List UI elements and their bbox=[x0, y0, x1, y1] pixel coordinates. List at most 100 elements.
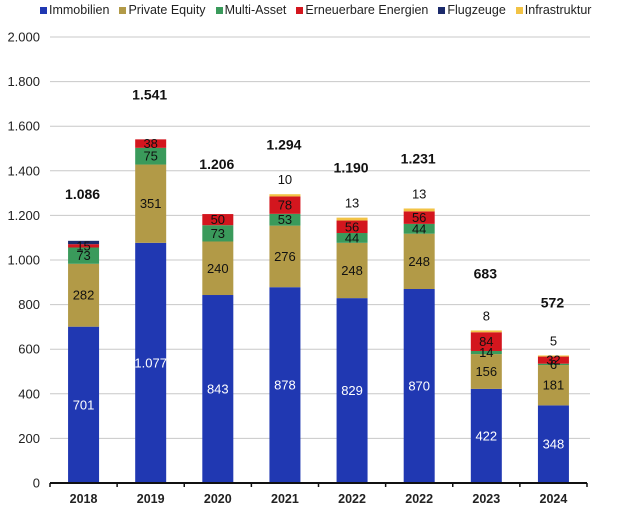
bar-segment bbox=[336, 233, 368, 243]
legend-item: Private Equity bbox=[119, 3, 206, 17]
x-tick-label: 2024 bbox=[540, 492, 568, 506]
legend-label: Infrastruktur bbox=[524, 3, 592, 17]
bar-segment bbox=[336, 217, 368, 221]
legend-label: Erneuerbare Energien bbox=[305, 3, 429, 17]
data-label: 701 bbox=[73, 397, 95, 412]
y-tick-label: 0 bbox=[33, 476, 40, 491]
bar-segment bbox=[202, 295, 234, 483]
legend-swatch bbox=[296, 6, 304, 14]
total-label: 1.206 bbox=[199, 156, 234, 172]
legend-swatch bbox=[515, 6, 523, 14]
y-tick-label: 1.000 bbox=[7, 253, 40, 268]
bar-segment bbox=[336, 242, 368, 299]
data-label: 348 bbox=[543, 437, 565, 452]
legend-swatch bbox=[40, 6, 47, 14]
data-label: 56 bbox=[345, 219, 359, 234]
data-label: 829 bbox=[341, 383, 363, 398]
bar-segment bbox=[403, 223, 435, 234]
data-label: 15 bbox=[76, 238, 90, 253]
y-tick-label: 1.200 bbox=[7, 208, 40, 223]
data-label: 156 bbox=[475, 364, 497, 379]
data-label: 78 bbox=[278, 198, 292, 213]
bar-segment bbox=[202, 214, 234, 226]
bar-segment bbox=[202, 241, 234, 296]
data-label: 13 bbox=[412, 186, 426, 201]
data-label: 73 bbox=[211, 226, 225, 241]
total-label: 1.231 bbox=[401, 150, 436, 166]
data-label: 422 bbox=[475, 428, 497, 443]
legend-label: Immobilien bbox=[49, 3, 110, 17]
data-label: 248 bbox=[408, 254, 430, 269]
bar-segment bbox=[470, 388, 502, 483]
legend-label: Flugzeuge bbox=[447, 3, 506, 17]
y-tick-label: 1.800 bbox=[7, 74, 40, 89]
x-tick-label: 2021 bbox=[271, 492, 299, 506]
data-label: 1.077 bbox=[134, 355, 167, 370]
bar-segment bbox=[403, 288, 435, 483]
y-tick-label: 400 bbox=[18, 386, 40, 401]
total-label: 683 bbox=[474, 266, 498, 282]
legend-item: Immobilien bbox=[40, 3, 109, 17]
legend-item: Infrastruktur bbox=[515, 3, 592, 17]
bar-segment bbox=[135, 164, 167, 243]
y-tick-label: 1.600 bbox=[7, 119, 40, 134]
data-label: 84 bbox=[479, 334, 493, 349]
bar-segment bbox=[202, 225, 234, 242]
bar-segment bbox=[470, 354, 502, 389]
x-tick-label: 2018 bbox=[70, 492, 98, 506]
bar-segment bbox=[68, 326, 100, 483]
data-label: 75 bbox=[143, 149, 157, 164]
data-label: 13 bbox=[345, 196, 359, 211]
data-label: 10 bbox=[278, 172, 292, 187]
x-tick-label: 2020 bbox=[204, 492, 232, 506]
bar-segment bbox=[269, 287, 301, 483]
bar-segment bbox=[135, 139, 167, 148]
y-tick-label: 800 bbox=[18, 297, 40, 312]
data-label: 5 bbox=[550, 333, 557, 348]
x-tick-label: 2023 bbox=[472, 492, 500, 506]
data-label: 240 bbox=[207, 261, 229, 276]
data-label: 351 bbox=[140, 196, 162, 211]
bar-segment bbox=[68, 263, 100, 327]
chart-legend: Immobilien Private Equity Multi-Asset Erneu… bbox=[40, 3, 591, 17]
data-label: 8 bbox=[483, 308, 490, 323]
data-label: 878 bbox=[274, 378, 296, 393]
total-label: 1.190 bbox=[334, 160, 369, 176]
data-label: 56 bbox=[412, 210, 426, 225]
legend-label: Private Equity bbox=[128, 3, 206, 17]
data-label: 73 bbox=[76, 248, 90, 263]
x-tick-label: 2022 bbox=[338, 492, 366, 506]
bar-segment bbox=[269, 213, 301, 226]
total-label: 1.294 bbox=[266, 136, 301, 152]
data-label: 276 bbox=[274, 249, 296, 264]
legend-item: Multi-Asset bbox=[215, 3, 287, 17]
bar-segment bbox=[403, 233, 435, 289]
legend-swatch bbox=[119, 6, 127, 14]
data-label: 282 bbox=[73, 288, 95, 303]
legend-item: Flugzeuge bbox=[438, 3, 506, 17]
bar-segment bbox=[537, 405, 569, 483]
x-tick-label: 2022 bbox=[405, 492, 433, 506]
data-label: 53 bbox=[278, 212, 292, 227]
legend-label: Multi-Asset bbox=[224, 3, 287, 17]
total-label: 1.541 bbox=[132, 86, 167, 102]
bar-segment bbox=[537, 363, 569, 366]
legend-item: Erneuerbare Energien bbox=[296, 3, 428, 17]
y-tick-label: 600 bbox=[18, 342, 40, 357]
data-label: 248 bbox=[341, 263, 363, 278]
bar-segment bbox=[68, 247, 100, 264]
x-tick-label: 2019 bbox=[137, 492, 165, 506]
data-label: 843 bbox=[207, 382, 229, 397]
data-label: 181 bbox=[543, 378, 565, 393]
bar-segment bbox=[403, 208, 435, 212]
bar-segment bbox=[537, 356, 569, 364]
bar-segment bbox=[470, 350, 502, 355]
bar-segment bbox=[269, 194, 301, 197]
y-tick-label: 1.400 bbox=[7, 163, 40, 178]
legend-swatch bbox=[438, 6, 446, 14]
bar-segment bbox=[269, 225, 301, 288]
data-label: 38 bbox=[143, 136, 157, 151]
data-label: 870 bbox=[408, 378, 430, 393]
data-label: 44 bbox=[345, 230, 359, 245]
